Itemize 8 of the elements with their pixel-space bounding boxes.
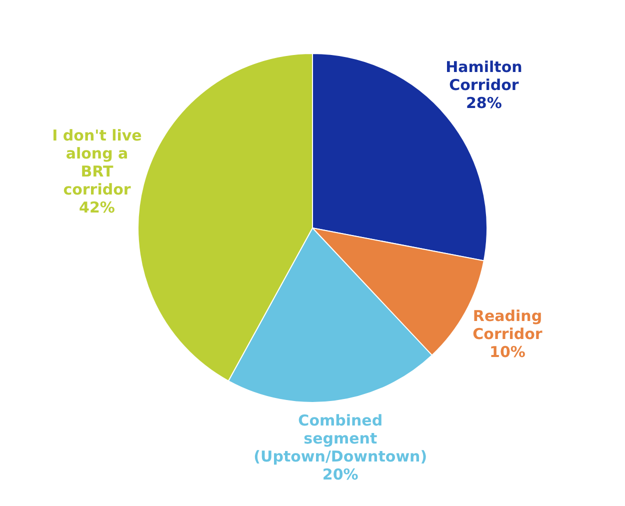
data-label: 28% <box>466 94 502 112</box>
data-label: 20% <box>322 466 358 484</box>
slice-label: Reading Corridor <box>472 307 543 344</box>
data-label: 10% <box>490 343 526 362</box>
slice-label: Hamilton Corridor <box>446 58 522 94</box>
slice-label: Combined segment (Uptown/Downtown) <box>254 412 428 466</box>
slice-label: I don't live along a BRT corridor <box>52 126 142 199</box>
data-label: 42% <box>79 198 115 217</box>
